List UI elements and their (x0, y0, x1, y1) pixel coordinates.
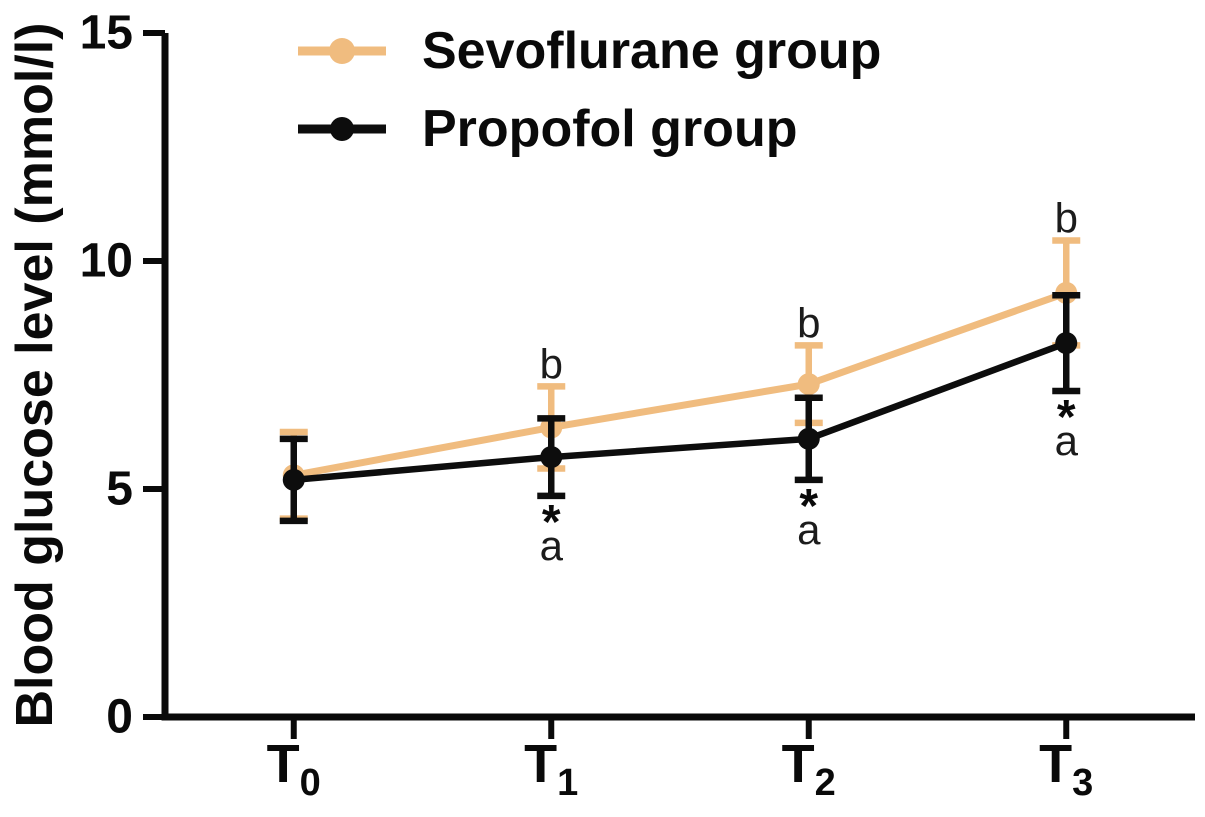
legend-item-propofol: Propofol group (296, 100, 881, 158)
significance-label-below: * (799, 480, 818, 533)
y-tick-label: 10 (80, 235, 133, 288)
significance-label-below: * (542, 496, 561, 549)
significance-label-below: a (797, 506, 821, 553)
significance-label-above: b (540, 340, 563, 387)
x-tick-label: T3 (1039, 734, 1093, 804)
y-tick-label: 0 (106, 691, 133, 744)
significance-label-below: a (1055, 417, 1079, 464)
chart-legend: Sevoflurane group Propofol group (296, 22, 881, 158)
significance-label-below: a (540, 522, 564, 569)
data-point (797, 373, 820, 396)
y-tick-label: 5 (106, 463, 133, 516)
legend-label-propofol: Propofol group (422, 100, 798, 158)
series-line (293, 289, 1068, 479)
significance-label-above: b (1055, 194, 1078, 241)
x-tick-label: T0 (267, 734, 321, 804)
x-tick-label: T1 (524, 734, 578, 804)
series-line (293, 340, 1068, 484)
legend-item-sevoflurane: Sevoflurane group (296, 22, 881, 80)
significance-label-above: b (797, 299, 820, 346)
y-tick-label: 15 (80, 7, 133, 60)
data-point (1055, 332, 1078, 355)
data-point (282, 468, 305, 491)
data-point (797, 427, 820, 450)
data-point (540, 446, 563, 469)
x-tick-label: T2 (782, 734, 836, 804)
propofol-series-marker-icon (298, 117, 386, 141)
significance-label-below: * (1057, 391, 1076, 444)
y-axis-title: Blood glucose level (mmol/l) (6, 23, 64, 728)
sevoflurane-series-marker-icon (298, 38, 386, 64)
legend-label-sevoflurane: Sevoflurane group (422, 22, 882, 80)
